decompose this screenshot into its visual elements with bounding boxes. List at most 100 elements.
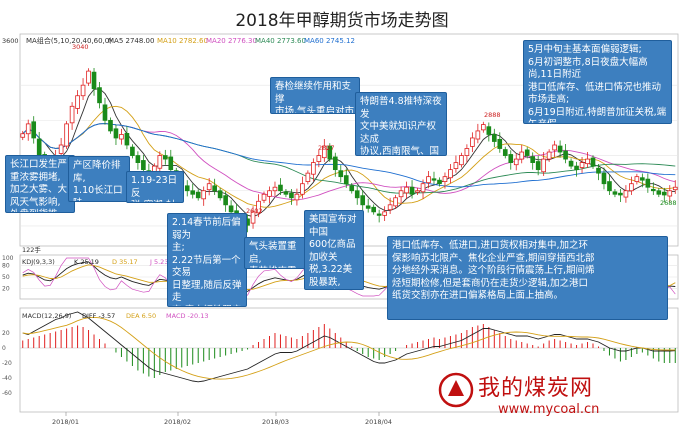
price-axis-top-label: 3600 xyxy=(2,37,19,45)
candle-body xyxy=(656,190,662,195)
candle-body xyxy=(524,149,530,156)
candle-body xyxy=(162,155,168,160)
candle-body xyxy=(409,186,415,195)
candle-body xyxy=(535,161,541,171)
ma-legend-item: MA40 2773.60 xyxy=(255,37,306,45)
kdj-value: K 25.19 xyxy=(74,258,99,266)
candle-body xyxy=(623,190,629,198)
candle-body xyxy=(157,155,163,169)
candle-body xyxy=(97,87,102,104)
candle-body xyxy=(530,156,536,163)
annotation-box: 港口低库存、低进口,进口货权相对集中,加之环 保影响苏北限产、焦化企业严查,期间… xyxy=(387,236,668,320)
candle-body xyxy=(289,192,294,199)
x-tick-label: 2018/01 xyxy=(52,418,79,426)
ma-legend-item: MA10 2782.60 xyxy=(157,37,208,45)
price-label: 2602 xyxy=(246,207,263,215)
candle-body xyxy=(300,183,305,195)
kdj-tick: 80 xyxy=(2,263,10,270)
candle-body xyxy=(442,176,448,182)
candle-body xyxy=(541,158,546,173)
macd-tick: -60 xyxy=(2,390,12,397)
kdj-value: D 35.17 xyxy=(112,258,138,266)
candle-body xyxy=(672,186,678,191)
annotation-box: 5月中旬主基本面偏弱逻辑; 6月初调整市,8日夜盘大幅高尚,11日附近 港口低库… xyxy=(523,40,672,124)
candle-body xyxy=(305,172,311,182)
candle-body xyxy=(574,165,579,171)
candle-body xyxy=(102,104,108,121)
candle-body xyxy=(31,121,37,139)
candle-body xyxy=(382,211,387,216)
price-label: 3040 xyxy=(72,43,89,51)
candle-body xyxy=(519,151,525,160)
candle-body xyxy=(338,170,344,178)
ma-legend-label: MA组合(5,10,20,40,60,0) xyxy=(26,36,112,45)
candle-body xyxy=(629,183,634,192)
candle-body xyxy=(376,213,382,216)
candle-body xyxy=(278,184,283,192)
candle-body xyxy=(91,71,97,90)
candle-body xyxy=(426,176,431,184)
ma-line xyxy=(22,123,676,188)
macd-value: DEA 6.50 xyxy=(126,312,156,320)
candle-body xyxy=(464,148,470,156)
candle-body xyxy=(601,172,607,185)
candle-body xyxy=(420,183,426,193)
candle-body xyxy=(552,144,557,151)
candle-body xyxy=(513,158,519,166)
candle-body xyxy=(223,195,228,206)
candle-body xyxy=(212,185,217,192)
candle-body xyxy=(261,193,267,201)
x-tick-label: 2018/03 xyxy=(262,418,289,426)
candle-body xyxy=(563,150,568,160)
annotation-box: 特朗普4.8推特深夜发 文中美就知识产权达成 协议,西南限气、国际 检修、港口库… xyxy=(355,92,447,156)
candle-body xyxy=(645,178,651,188)
candle-body xyxy=(283,191,289,195)
candle-body xyxy=(448,169,453,179)
candle-body xyxy=(36,138,42,156)
candle-body xyxy=(322,145,327,159)
candle-body xyxy=(387,204,393,211)
candle-body xyxy=(453,162,459,169)
macd-panel-frame xyxy=(19,307,679,413)
ma-legend-item: MA5 2748.00 xyxy=(108,37,154,45)
candle-body xyxy=(415,190,420,193)
candle-body xyxy=(267,190,272,197)
candle-body xyxy=(343,175,349,185)
annotation-box: 2.14春节前后偏弱为 主; 2.22节后第一个交易 日整理,随后反弹走 高,唐… xyxy=(167,213,247,307)
candle-body xyxy=(579,162,585,168)
candle-body xyxy=(58,144,64,154)
watermark-text: 我的煤炭网 xyxy=(478,376,594,401)
candle-body xyxy=(546,151,552,160)
candle-body xyxy=(80,84,86,97)
price-label: 2888 xyxy=(484,111,501,119)
price-label: 2827 xyxy=(318,144,335,152)
candle-body xyxy=(634,176,640,182)
coal-logo-icon xyxy=(438,372,474,412)
candle-body xyxy=(141,160,146,171)
candle-body xyxy=(86,70,91,84)
chart-title: 2018年甲醇期货市场走势图 xyxy=(235,11,449,31)
candle-body xyxy=(130,146,135,156)
candle-body xyxy=(612,191,618,195)
candle-body xyxy=(431,178,437,181)
candle-body xyxy=(332,156,338,171)
candle-body xyxy=(20,133,26,138)
candle-body xyxy=(184,185,190,192)
candle-body xyxy=(590,157,596,167)
candle-body xyxy=(393,197,398,207)
candle-body xyxy=(294,193,300,201)
candle-body xyxy=(272,186,278,192)
candle-body xyxy=(311,162,316,175)
annotation-box: 春检继续作用和支撑 市场,气头重启对市 场压力逐步趋弱。 xyxy=(270,77,360,114)
macd-label: MACD(12,26,9) xyxy=(22,312,71,320)
candle-body xyxy=(618,192,623,196)
candle-body xyxy=(190,190,196,195)
candle-body xyxy=(491,134,497,142)
candle-body xyxy=(557,145,563,153)
candle-body xyxy=(404,186,409,194)
candle-body xyxy=(585,158,590,165)
candle-body xyxy=(327,145,333,160)
candle-body xyxy=(119,134,124,140)
candle-body xyxy=(124,132,130,146)
